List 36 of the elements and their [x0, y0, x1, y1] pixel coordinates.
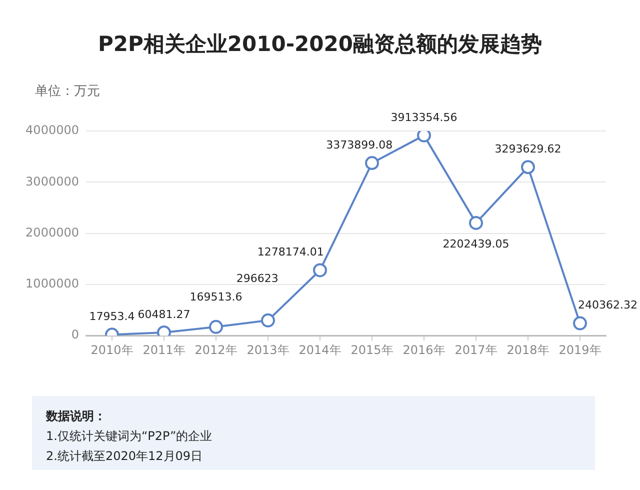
data-label: 169513.6	[190, 290, 242, 304]
x-tick-label: 2019年	[558, 342, 602, 357]
data-label: 240362.32	[578, 298, 638, 312]
data-label: 3293629.62	[494, 142, 562, 156]
y-axis-title: 单位：万元	[35, 83, 100, 100]
point	[209, 320, 223, 334]
x-tick-label: 2014年	[298, 342, 342, 357]
point	[261, 313, 275, 328]
point	[573, 316, 587, 330]
x-tick-label: 2017年	[454, 342, 498, 357]
point	[365, 156, 379, 170]
y-tick-label: 4000000	[26, 123, 79, 138]
data-label: 3373899.08	[326, 138, 393, 152]
x-tick-label: 2012年	[194, 342, 238, 357]
x-tick-label: 2011年	[142, 342, 186, 357]
y-tick-label: 2000000	[26, 225, 79, 240]
data-label: 60481.27	[138, 308, 190, 321]
data-label: 17953.4	[89, 310, 135, 324]
x-tick-label: 2016年	[402, 342, 446, 357]
y-tick-label: 0	[71, 328, 79, 342]
point	[469, 216, 483, 230]
x-tick-label: 2015年	[350, 342, 394, 357]
point	[417, 131, 431, 142]
notes-panel: 数据说明： 1.仅统计关键词为“P2P”的企业 2.统计截至2020年12月09日	[32, 396, 595, 470]
chart-title: P2P相关企业2010-2020融资总额的发展趋势	[96, 31, 543, 58]
point	[521, 160, 535, 174]
data-label: 1278174.01	[257, 246, 324, 259]
y-tick-label: 1000000	[26, 276, 79, 291]
point	[313, 263, 327, 278]
data-label: 296623	[236, 272, 278, 285]
x-tick-label: 2013年	[246, 342, 290, 357]
y-tick-label: 3000000	[26, 174, 79, 188]
x-tick-label: 2018年	[506, 342, 550, 357]
data-label: 2202439.05	[442, 237, 510, 250]
data-label: 3913354.56	[390, 110, 458, 124]
x-tick-label: 2010年	[90, 342, 134, 357]
